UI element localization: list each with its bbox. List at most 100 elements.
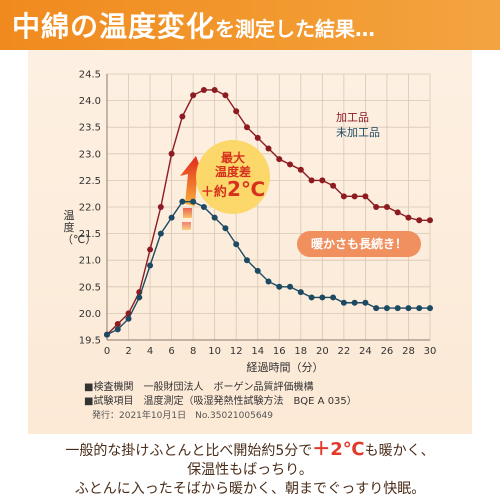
data-point-unprocessed	[340, 299, 347, 306]
footer-line-3: ふとんに入ったそばから暖かく、朝までぐっすり快眠。	[74, 481, 426, 497]
y-tick-label: 22.0	[79, 203, 101, 214]
data-point-processed	[383, 204, 390, 210]
data-point-unprocessed	[383, 305, 390, 312]
x-tick-label: 2	[125, 346, 131, 357]
y-tick-label: 23.5	[79, 123, 101, 134]
series-lines	[104, 86, 433, 338]
x-tick-label: 20	[316, 346, 329, 357]
data-point-processed	[211, 86, 218, 93]
data-point-processed	[114, 321, 121, 328]
x-tick-label: 14	[251, 346, 264, 357]
y-tick-label: 23.0	[79, 149, 101, 160]
data-point-processed	[297, 166, 304, 173]
temperature-chart: 19.5 20.0 20.5 21.0 21.5 22.0 22.5 23.0 23.5 24.0…	[79, 70, 437, 358]
data-point-unprocessed	[243, 257, 250, 264]
data-point-processed	[351, 193, 358, 200]
y-tick-label: 20.0	[79, 309, 101, 320]
data-point-processed	[308, 177, 315, 184]
footer-copy: 一般的な掛けふとんと比べ開始約5分で＋2℃も暖かく、 保温性もばっちり。 ふとん…	[0, 436, 500, 504]
legend-processed: 加工品	[336, 111, 369, 124]
data-point-unprocessed	[427, 305, 433, 312]
data-point-unprocessed	[373, 305, 380, 312]
x-axis-label: 経過時間（分）	[246, 361, 324, 374]
data-point-processed	[233, 108, 240, 115]
data-point-processed	[330, 182, 337, 189]
data-point-unprocessed	[308, 294, 315, 301]
legend-unprocessed: 未加工品	[336, 126, 380, 139]
y-tick-label: 24.0	[79, 96, 101, 107]
y-tick-label: 22.5	[79, 176, 101, 187]
x-tick-label: 8	[190, 346, 196, 357]
header-title-main: 中綿の温度変化	[12, 10, 216, 43]
series-line-processed	[106, 89, 430, 336]
x-tick-label: 10	[208, 346, 221, 357]
test-info: ■検査機関 一般財団法人 ボーゲン品質評価機構 ■試験項目 温度測定（吸湿発熱性…	[84, 381, 357, 423]
data-point-processed	[265, 145, 272, 152]
data-point-unprocessed	[297, 289, 304, 296]
data-point-processed	[405, 214, 412, 221]
data-point-processed	[147, 246, 154, 253]
x-tick-label: 4	[147, 346, 153, 357]
data-point-processed	[340, 193, 347, 200]
data-point-unprocessed	[319, 294, 326, 301]
data-point-processed	[394, 209, 401, 216]
data-point-unprocessed	[168, 214, 175, 221]
arrow-dash-1	[182, 222, 191, 230]
header-banner: 中綿の温度変化を測定した結果…	[0, 0, 500, 50]
badge-prefix: ＋約	[200, 185, 227, 200]
footer-line-1-accent: ＋2℃	[312, 439, 365, 460]
series-line-unprocessed	[106, 200, 430, 336]
y-tick-label: 21.0	[79, 256, 101, 267]
long-lasting-pill: 暖かさも長続き！	[297, 231, 421, 257]
data-point-unprocessed	[114, 326, 121, 333]
grid	[106, 73, 431, 341]
data-point-processed	[276, 156, 283, 163]
data-point-processed	[190, 92, 197, 99]
data-point-unprocessed	[287, 283, 294, 290]
badge-line-3: ＋約2℃	[201, 179, 265, 203]
temperature-difference-badge: 最大 温度差 ＋約2℃	[196, 140, 270, 214]
data-point-processed	[416, 217, 423, 224]
data-point-processed	[200, 86, 207, 93]
data-point-processed	[427, 217, 433, 224]
data-point-unprocessed	[104, 331, 110, 338]
data-point-unprocessed	[222, 225, 229, 232]
data-point-processed	[222, 92, 229, 99]
data-point-unprocessed	[125, 315, 132, 322]
data-point-processed	[179, 113, 186, 120]
info-test-item: ■試験項目 温度測定（吸湿発熱性試験方法 BQE A 035）	[84, 396, 357, 407]
data-point-unprocessed	[233, 241, 240, 248]
x-tick-label: 24	[359, 346, 372, 357]
footer-line-1: 一般的な掛けふとんと比べ開始約5分で＋2℃も暖かく、	[0, 440, 500, 461]
arrow-dash-2	[183, 208, 192, 218]
x-tick-label: 16	[273, 346, 286, 357]
footer-line-1-pre: 一般的な掛けふとんと比べ開始約5分で	[65, 443, 313, 459]
badge-value: 2℃	[226, 177, 266, 201]
data-point-processed	[254, 134, 261, 141]
data-point-unprocessed	[405, 305, 412, 312]
y-tick-label: 21.5	[79, 229, 101, 240]
header-title-sub: を測定した結果…	[215, 17, 376, 41]
data-point-processed	[319, 177, 326, 184]
y-axis-label: 温度（℃）	[62, 209, 96, 246]
data-point-unprocessed	[265, 278, 272, 285]
x-tick-label: 18	[294, 346, 307, 357]
data-point-unprocessed	[179, 198, 186, 205]
data-point-processed	[243, 124, 250, 131]
data-point-unprocessed	[157, 230, 164, 237]
data-point-unprocessed	[276, 283, 283, 290]
data-point-unprocessed	[351, 299, 358, 306]
x-tick-label: 28	[402, 346, 415, 357]
data-point-unprocessed	[362, 299, 369, 306]
x-tick-label: 0	[104, 346, 110, 357]
x-tick-label: 6	[168, 346, 174, 357]
data-point-processed	[287, 161, 294, 168]
data-point-unprocessed	[416, 305, 423, 312]
data-point-unprocessed	[254, 267, 261, 274]
data-point-unprocessed	[136, 294, 143, 301]
data-point-unprocessed	[394, 305, 401, 312]
footer-line-2: 保温性もばっちり。	[187, 462, 313, 478]
data-point-processed	[168, 150, 175, 157]
y-tick-labels: 19.5 20.0 20.5 21.0 21.5 22.0 22.5 23.0 23.5 24.0…	[79, 70, 101, 347]
